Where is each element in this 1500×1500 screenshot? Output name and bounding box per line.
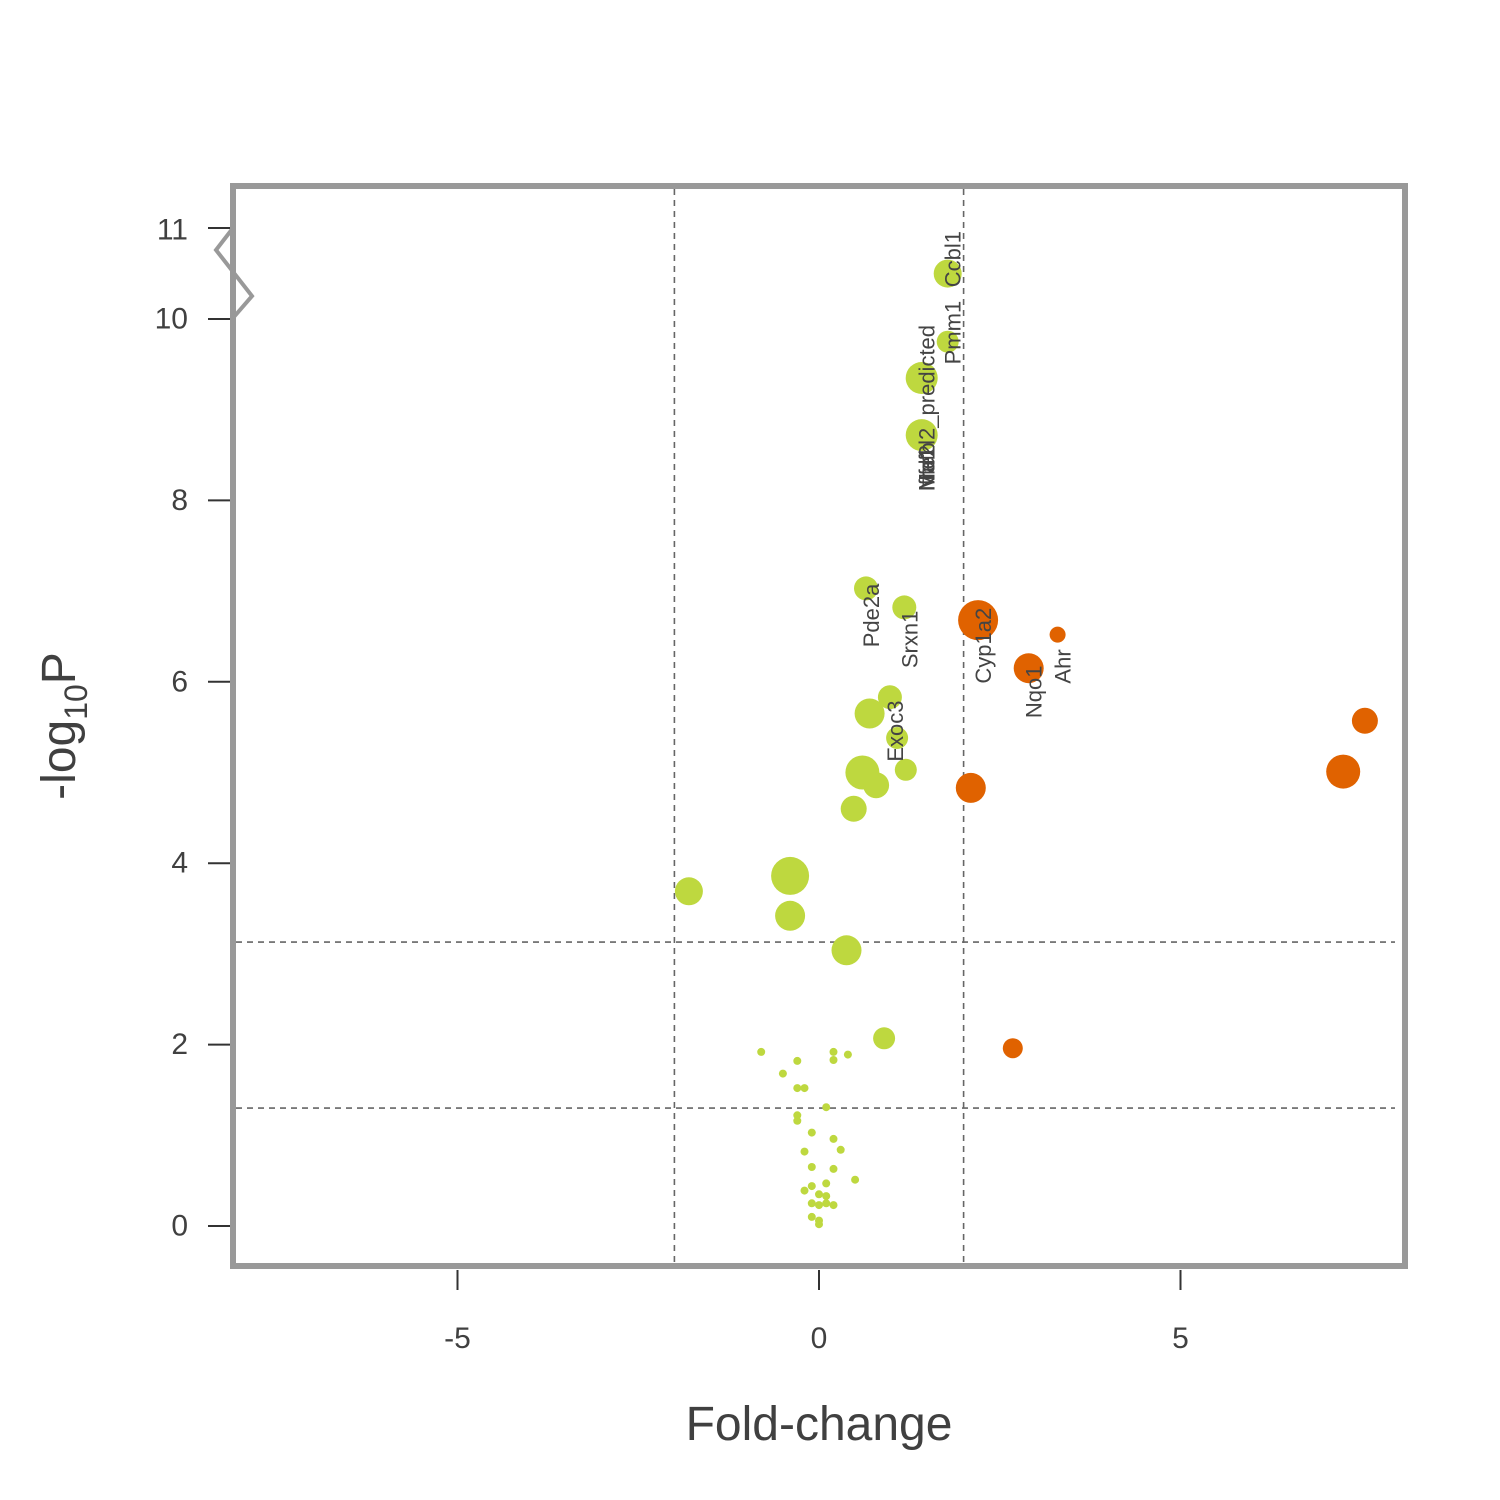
x-axis-title: Fold-change: [686, 1398, 953, 1451]
point: [800, 1147, 809, 1156]
point: [800, 1084, 809, 1093]
threshold-guides: [236, 189, 1395, 1263]
point: [854, 576, 878, 601]
plot-frame: [230, 183, 1408, 1269]
y-axis-title: -log10P: [33, 652, 94, 800]
point: [674, 877, 703, 906]
significant-point: [958, 600, 999, 641]
point: [831, 935, 862, 966]
point: [851, 1175, 860, 1184]
data-points: [674, 259, 1378, 1229]
point: [863, 772, 890, 799]
x-tick-label: -5: [444, 1322, 471, 1355]
point: [829, 1201, 838, 1210]
x-tick-label: 0: [811, 1322, 828, 1355]
y-axis: 0 2 4 6 8 10 11: [155, 214, 230, 1243]
significant-point: [1351, 707, 1378, 734]
y-axis-title-base: -log: [33, 720, 86, 800]
y-tick-label: 10: [155, 303, 188, 336]
axis-break-mark: [213, 226, 255, 320]
gene-label: Exoc3: [883, 700, 908, 761]
point: [778, 1069, 787, 1078]
y-tick-label: 8: [171, 484, 188, 517]
significant-point: [1013, 653, 1044, 684]
significant-point: [955, 772, 986, 803]
point: [840, 795, 867, 822]
point: [894, 758, 917, 781]
point: [771, 856, 810, 895]
point: [793, 1116, 802, 1125]
significant-point: [1326, 754, 1361, 789]
point: [793, 1084, 802, 1093]
gene-label: Ahr: [1051, 649, 1076, 683]
point: [807, 1199, 816, 1208]
point: [822, 1179, 831, 1188]
point: [807, 1212, 816, 1221]
y-axis-title-end: P: [33, 652, 86, 684]
point: [829, 1134, 838, 1143]
point: [829, 1056, 838, 1064]
y-tick-label: 2: [171, 1028, 188, 1061]
point: [886, 727, 909, 749]
point: [822, 1192, 831, 1201]
point: [807, 1182, 816, 1191]
y-tick-label: 0: [171, 1210, 188, 1243]
significant-point: [1049, 626, 1066, 643]
point: [873, 1027, 896, 1050]
y-tick-label-break: 11: [157, 214, 188, 247]
point: [800, 1186, 809, 1195]
gene-label: Nfe2l2_predicted: [915, 325, 940, 491]
point: [877, 685, 902, 710]
point: [936, 330, 959, 353]
point: [815, 1190, 823, 1199]
point: [807, 1163, 816, 1171]
significant-point: [1002, 1038, 1023, 1059]
point: [815, 1201, 823, 1210]
gene-label: Mafb: [915, 442, 940, 491]
point: [843, 1050, 852, 1059]
point: [822, 1103, 831, 1112]
x-tick-label: 5: [1172, 1322, 1189, 1355]
point: [793, 1111, 802, 1120]
point: [905, 419, 938, 452]
gene-label: Ifrd1: [915, 447, 940, 491]
point: [829, 1047, 838, 1056]
gene-label: Cyp1a2: [971, 608, 996, 684]
gene-label: Srxn1: [897, 611, 922, 668]
gene-label: Ccbl1: [941, 231, 966, 287]
point: [775, 900, 806, 931]
point: [807, 1128, 816, 1137]
point: [933, 259, 962, 288]
point: [854, 698, 885, 729]
gene-label: Pde2a: [859, 583, 884, 647]
point: [892, 595, 917, 620]
x-axis: -5 0 5: [444, 1270, 1189, 1355]
point: [757, 1047, 766, 1056]
point: [822, 1199, 831, 1208]
point: [836, 1145, 845, 1154]
point: [793, 1056, 802, 1065]
gene-label: Pmm1: [941, 301, 966, 365]
gene-label: Nqo1: [1022, 666, 1047, 719]
point: [815, 1220, 823, 1229]
point: [905, 362, 938, 394]
point: [829, 1164, 838, 1173]
y-tick-label: 4: [171, 847, 188, 880]
y-axis-title-subscript: 10: [58, 684, 94, 720]
y-tick-label: 6: [171, 665, 188, 698]
